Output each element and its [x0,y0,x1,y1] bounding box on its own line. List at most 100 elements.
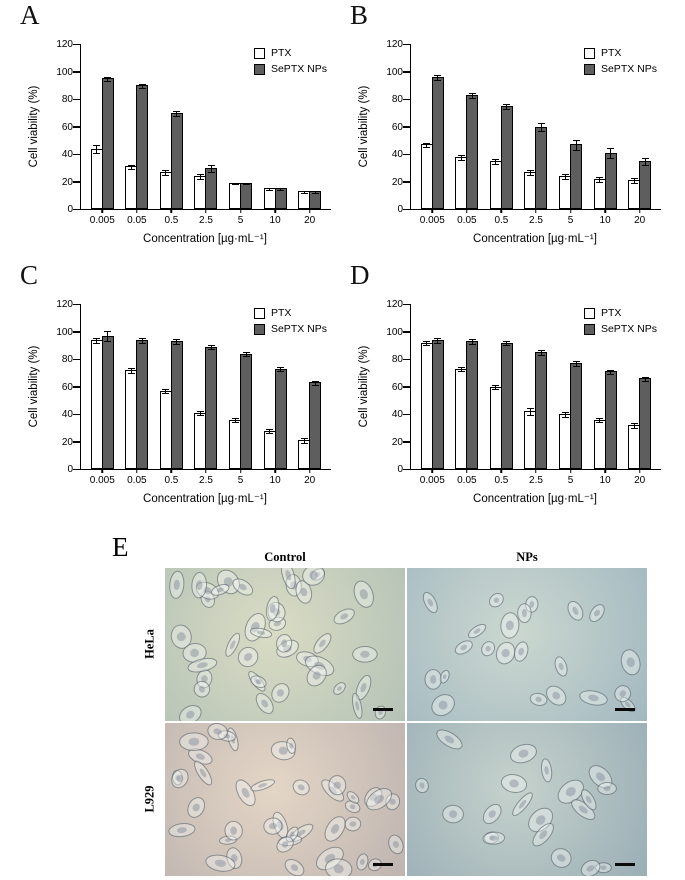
error-bar [492,384,500,391]
y-tick-label: 60 [61,121,73,133]
error-bar [173,111,181,117]
bar-septx-nps [101,331,114,469]
y-tick-mark [73,386,80,388]
bar-group: 0.005 [420,338,445,486]
bar-septx-nps [205,344,218,469]
legend: PTX SePTX NPs [583,307,657,335]
y-tick-label: 60 [61,381,73,393]
column-header-control: Control [264,550,306,564]
row-label-l929: L929 [142,785,157,813]
x-tick-label: 20 [634,475,646,486]
bar-septx-nps [274,366,287,469]
micrograph-l929-nps [407,723,647,876]
panel-c-bar-chart: Cell viability (%) 0 20 40 60 80 100 120 0.005 0… [24,278,331,510]
legend-row: PTX [253,307,327,319]
x-tick-mark [239,209,242,213]
bar-septx-nps [535,123,548,209]
bar-group: 2.5 [524,123,548,226]
panel-b: B Cell viability (%) 0 20 40 60 80 100 120 0.00… [330,2,665,254]
y-tick-mark [73,71,80,73]
bar-group: 0.005 [90,76,115,226]
y-tick-mark [403,331,410,333]
legend-label: PTX [270,307,292,319]
x-tick-label: 10 [269,215,281,226]
bar-septx-nps [205,164,218,209]
bar-group: 2.5 [194,344,218,486]
error-bar [423,142,431,149]
x-tick-mark [274,469,276,473]
legend-row: SePTX NPs [253,323,327,335]
y-tick-label: 40 [61,409,73,420]
bar-ptx [628,178,641,209]
x-tick-label: 2.5 [199,215,213,226]
y-tick-label: 0 [67,204,73,215]
y-tick-mark [73,441,80,443]
error-bar [561,412,569,418]
plot-area: 0 20 40 60 80 100 120 0.005 0.05 0.5 2.5 5 10 20 PTX Se… [56,39,331,226]
error-bar [434,338,442,344]
bar-septx-nps [500,104,513,209]
y-tick-mark [403,413,410,415]
micrograph-l929-control [165,723,405,876]
error-bar [266,188,274,191]
bars-area: 0.005 0.05 0.5 2.5 5 10 20 [81,44,331,226]
legend-row: PTX [583,307,657,319]
x-tick-mark [466,209,468,213]
error-bar [572,361,580,367]
bar-group: 10 [263,188,287,226]
x-tick-mark [604,209,606,213]
y-tick-mark [403,303,410,305]
error-bar [277,366,285,373]
legend-swatch [583,323,595,335]
error-bar [641,376,649,382]
micrograph-cells [169,568,387,721]
error-bar [127,368,135,374]
error-bar [537,350,545,356]
x-tick-label: 0.05 [127,215,147,226]
error-bar [93,145,101,154]
x-tick-label: 0.05 [127,475,147,486]
legend-label: SePTX NPs [600,63,657,75]
error-bar [630,178,638,184]
panel-a: A Cell viability (%) 0 20 40 60 80 100 120 0.00… [0,2,335,254]
legend-swatch [253,47,265,59]
y-tick-mark [403,71,410,73]
error-bar [231,417,239,424]
legend-swatch [583,307,595,319]
error-bar [311,190,319,194]
legend-swatch [253,63,265,75]
error-bar [138,338,146,344]
x-tick-mark [170,209,173,213]
y-tick-label: 120 [386,39,403,50]
error-bar [162,388,170,395]
y-tick-label: 40 [391,409,403,420]
bar-septx-nps [101,76,114,209]
y-axis-title: Cell viability (%) [28,345,40,428]
y-tick-label: 100 [386,326,403,338]
micrograph-cells [422,591,641,717]
bar-group: 5 [559,361,583,486]
panel-a-letter: A [20,0,40,30]
y-tick-mark [73,303,80,305]
bar-group: 20 [628,376,652,486]
bar-ptx [263,428,276,469]
y-tick-label: 60 [391,381,403,393]
error-bar [492,159,500,165]
error-bar [127,164,135,171]
x-tick-mark [170,469,173,473]
x-tick-label: 2.5 [199,475,213,486]
x-tick-label: 5 [237,215,244,226]
legend-label: SePTX NPs [600,323,657,335]
y-tick-mark [403,98,410,100]
y-tick-label: 0 [67,464,73,475]
panel-b-letter: B [350,0,369,30]
micrograph-hela-nps [407,568,647,721]
error-bar [196,174,204,180]
legend-label: SePTX NPs [270,323,327,335]
legend-swatch [583,47,595,59]
y-tick-mark [73,413,80,415]
x-tick-mark [638,469,641,473]
legend-row: PTX [583,47,657,59]
error-bar [242,351,250,358]
error-bar [423,340,431,347]
